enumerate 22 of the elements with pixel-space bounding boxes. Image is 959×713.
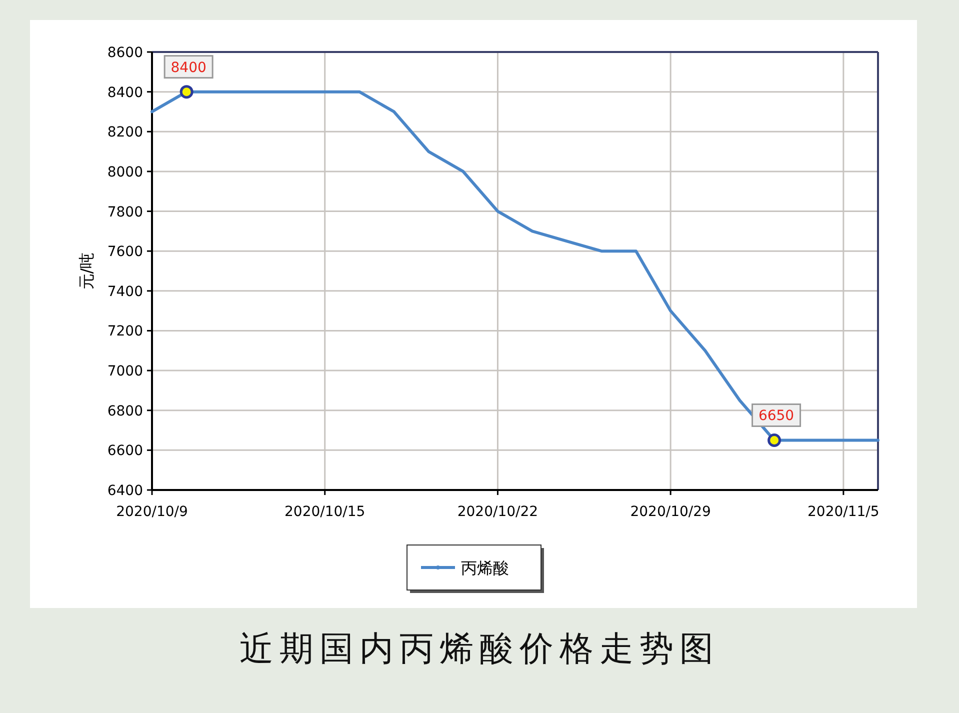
x-tick-label: 2020/10/9	[116, 504, 188, 520]
x-tick-label: 2020/10/22	[457, 504, 538, 520]
y-tick-label: 8200	[107, 124, 143, 141]
y-tick-label: 7000	[107, 364, 143, 380]
y-tick-label: 6800	[107, 403, 143, 420]
x-tick-label: 2020/10/29	[630, 504, 711, 520]
legend-label: 丙烯酸	[461, 558, 509, 578]
y-tick-label: 8400	[107, 84, 143, 101]
y-tick-label: 7800	[107, 204, 143, 220]
y-tick-label: 8000	[107, 164, 143, 180]
y-tick-label: 6400	[107, 483, 143, 499]
y-tick-label: 7200	[107, 324, 143, 340]
y-tick-label: 6600	[107, 443, 143, 460]
y-axis-title: 元/吨	[77, 252, 96, 290]
data-label: 8400	[170, 60, 206, 76]
data-label: 6650	[758, 408, 794, 424]
text: 近期国内丙烯酸价格走势图	[240, 629, 720, 669]
y-tick-label: 8600	[107, 45, 143, 61]
x-tick-label: 2020/11/5	[808, 504, 880, 520]
x-tick-label: 2020/10/15	[284, 504, 366, 520]
y-tick-label: 7600	[107, 244, 143, 260]
y-tick-label: 7400	[107, 284, 143, 300]
